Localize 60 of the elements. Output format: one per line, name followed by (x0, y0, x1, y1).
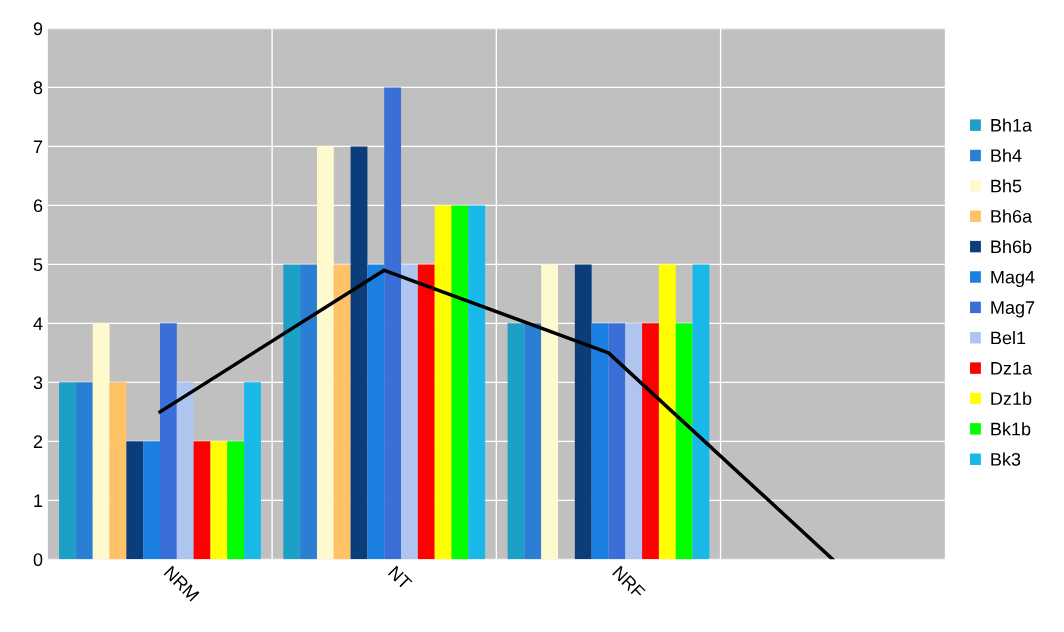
bar (541, 264, 559, 560)
bar (193, 441, 211, 560)
bar (401, 264, 418, 560)
legend-label: Bh4 (991, 148, 1022, 162)
legend-label: Bh6a (991, 209, 1033, 223)
y-tick-label: 5 (33, 258, 43, 272)
y-tick-label: 7 (33, 140, 43, 153)
bar (350, 146, 368, 560)
bar (160, 323, 177, 560)
y-tick-label: 4 (33, 317, 43, 330)
bar (608, 323, 626, 560)
y-tick-label: 8 (33, 81, 43, 95)
bar (384, 87, 402, 560)
line-series (158, 268, 835, 560)
x-tick-label: NRF (612, 565, 646, 600)
bar (210, 441, 228, 560)
bar (507, 323, 525, 560)
bar (591, 323, 609, 560)
legend-label: Bh1a (991, 118, 1033, 132)
bar (300, 264, 317, 560)
bar (468, 205, 486, 560)
bar (92, 323, 110, 560)
bar (316, 146, 334, 560)
legend-label: Bh5 (991, 179, 1022, 193)
legend-label: Bk1b (991, 422, 1031, 436)
y-tick-label: 0 (33, 553, 43, 567)
legend-label: Dz1b (991, 391, 1032, 406)
bar (244, 382, 261, 560)
bar (59, 382, 76, 560)
legend-label: Bel1 (991, 331, 1026, 345)
legend-label: Mag7 (991, 301, 1035, 318)
bar (434, 205, 452, 560)
y-tick-label: 2 (33, 435, 43, 448)
legend-label: Bk3 (991, 452, 1021, 466)
bar (333, 264, 351, 560)
bar (283, 264, 301, 560)
bar (75, 382, 93, 560)
y-tick-label: 9 (33, 22, 43, 36)
bar (143, 441, 160, 560)
bar (176, 382, 194, 560)
bar (574, 264, 592, 560)
legend-label: Mag4 (991, 270, 1035, 288)
y-tick-label: 3 (33, 376, 43, 390)
bar (227, 441, 245, 560)
legend-label: Dz1a (991, 362, 1033, 375)
bar (675, 323, 693, 560)
bar (658, 264, 676, 560)
bar (642, 323, 659, 560)
bar (126, 441, 144, 560)
bar (417, 264, 435, 560)
y-tick-label: 1 (34, 494, 43, 507)
bar (367, 264, 385, 560)
x-tick-label: NT (387, 565, 413, 591)
bar (625, 323, 643, 560)
bar (692, 264, 710, 560)
bar (524, 323, 542, 560)
legend-label: Bh6b (991, 239, 1032, 254)
y-tick-label: 6 (33, 199, 43, 213)
bar (451, 205, 469, 560)
bar (109, 382, 127, 560)
